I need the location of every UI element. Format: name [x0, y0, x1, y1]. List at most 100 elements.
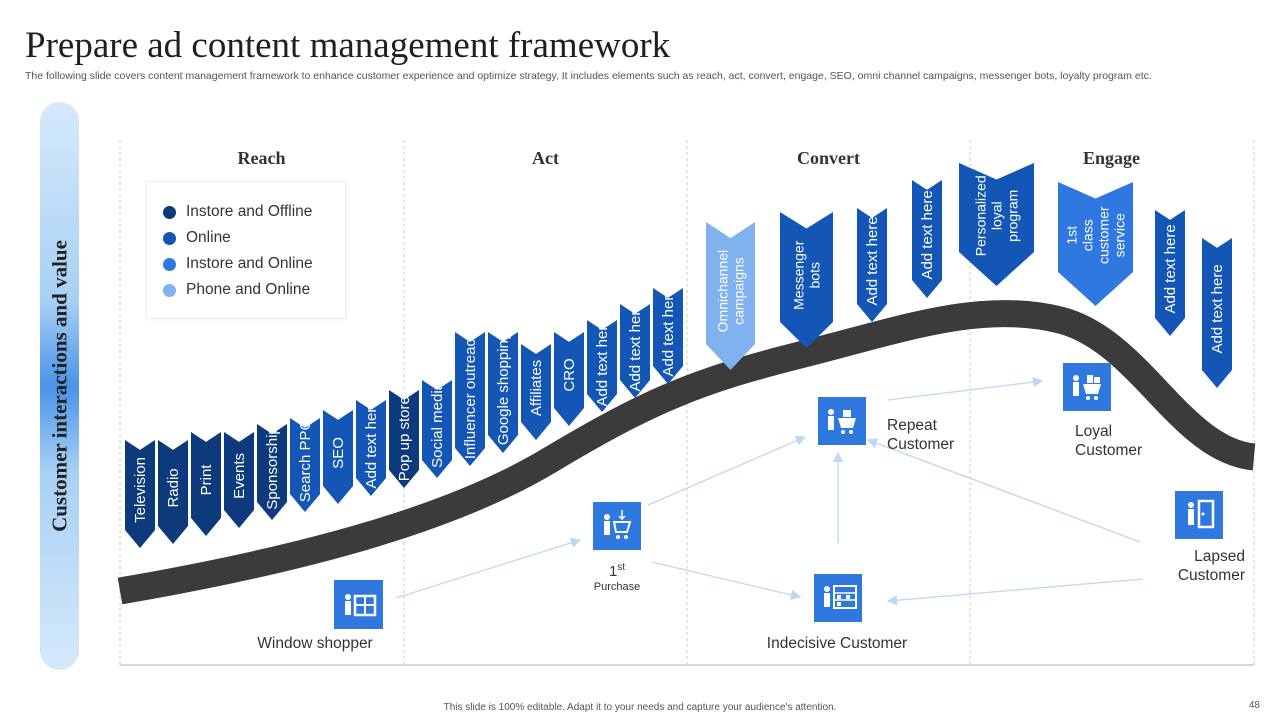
arrow-repeat-to-loyal — [887, 376, 1044, 401]
chevron-15: Add text here — [587, 317, 617, 412]
side-gradient-bar — [40, 102, 79, 670]
chevron-shape — [912, 180, 942, 298]
chevron-shape — [125, 440, 155, 548]
chevron-9: Pop up stores — [389, 389, 419, 488]
chevron-21: Add text here — [912, 180, 942, 298]
chevron-16: Add text here — [620, 302, 650, 398]
arrow-first-to-indecisive — [651, 561, 802, 600]
chevron-label: Radio — [165, 468, 182, 507]
lapsed-customer-label: Lapsed Customer — [1177, 548, 1245, 584]
repeat-customer-label: Repeat Customer — [887, 417, 955, 453]
chevron-8: Add text here — [356, 399, 386, 496]
legend-item: Instore and Online — [163, 254, 313, 274]
chevron-shape — [521, 344, 551, 440]
chevron-10: Social media — [422, 380, 452, 478]
legend-item: Online — [163, 228, 231, 248]
chevron-shape — [422, 380, 452, 478]
chevron-shape — [455, 332, 485, 466]
chevron-1: Television — [125, 440, 155, 548]
chevron-shape — [257, 424, 287, 520]
legend-box: Instore and Offline Online Instore and O… — [146, 181, 346, 319]
chevron-11: Influencer outreach — [455, 331, 485, 466]
first-purchase-icon — [593, 502, 641, 550]
chevron-label: Television — [132, 457, 149, 523]
chevron-label: Social media — [429, 381, 446, 468]
chevron-shape — [587, 320, 617, 412]
window-shopper-icon — [334, 580, 383, 629]
legend-label: Instore and Offline — [186, 203, 313, 220]
chevron-shape — [1058, 182, 1133, 306]
legend-dot — [163, 231, 176, 245]
chevron-13: Affiliates — [521, 344, 551, 440]
lapsed-customer-icon — [1175, 491, 1223, 539]
page-title: Prepare ad content management framework — [25, 25, 671, 66]
chevron-label: Add text here — [919, 190, 936, 279]
chevron-label: Personalizedloyalprogram — [973, 175, 1021, 256]
loyal-customer-label: Loyal Customer — [1075, 423, 1143, 459]
repeat-customer-icon — [818, 397, 866, 445]
legend-item: Phone and Online — [163, 280, 310, 300]
loyal-customer-icon — [1063, 363, 1111, 411]
chevron-label: Google shopping — [495, 332, 512, 445]
chevron-shape — [959, 163, 1034, 286]
chevron-24: Add text here — [1155, 210, 1185, 336]
arrow-lapsed-to-repeat — [866, 438, 1141, 543]
arrow-lapsed-to-indecisive — [886, 578, 1144, 606]
chevron-shape — [488, 332, 518, 453]
legend-dot — [163, 205, 176, 219]
indecisive-customer-icon — [814, 574, 862, 622]
chevron-25: Add text here — [1202, 238, 1232, 388]
chevron-label: CRO — [561, 358, 578, 391]
chevron-shape — [554, 332, 584, 426]
legend-dot — [163, 283, 176, 297]
chevron-12: Google shopping — [488, 332, 518, 453]
page-number: 48 — [1248, 700, 1260, 711]
chevron-label: Affiliates — [528, 360, 545, 416]
chevron-shape — [323, 410, 353, 504]
legend-item: Instore and Offline — [163, 202, 312, 222]
chevron-label: Influencer outreach — [462, 331, 479, 459]
chevron-shape — [1202, 238, 1232, 388]
chevron-shape — [706, 222, 755, 370]
chevron-shape — [620, 304, 650, 398]
chevron-22: Personalizedloyalprogram — [959, 163, 1034, 286]
first-purchase-label: 1st — [609, 558, 625, 581]
chevron-18: Omnichannelcampaigns — [706, 222, 755, 370]
legend-label: Online — [186, 229, 231, 246]
chevron-shape — [158, 440, 188, 544]
indecisive-customer-label: Indecisive Customer — [766, 635, 908, 652]
chevron-label: SEO — [330, 437, 347, 469]
chevron-23: 1stclasscustomerservice — [1058, 182, 1133, 306]
chevron-label: Add text here — [864, 216, 881, 305]
chevron-4: Events — [224, 432, 254, 528]
chevron-label: Add text here — [363, 399, 380, 488]
footer-note: This slide is 100% editable. Adapt it to… — [443, 702, 837, 713]
chevron-label: Add text here — [594, 317, 611, 406]
chevron-label: Pop up stores — [396, 389, 413, 482]
chevron-label: 1stclasscustomerservice — [1064, 206, 1128, 264]
chevron-label: Add text here — [660, 287, 677, 376]
chevron-label: Sponsorship — [264, 426, 281, 509]
chevron-shape — [1155, 210, 1185, 336]
chevron-label: Events — [231, 453, 248, 499]
chevron-label: Add text here — [1162, 224, 1179, 313]
chevron-14: CRO — [554, 332, 584, 426]
stage-engage: Engage — [1082, 148, 1140, 168]
first-purchase-number: 1st — [608, 562, 626, 580]
chevron-6: Search PPC — [290, 418, 320, 512]
legend-label: Phone and Online — [186, 281, 311, 298]
first-purchase-sublabel: Purchase — [593, 581, 641, 593]
chevron-label: Omnichannelcampaigns — [715, 250, 747, 333]
chevron-shape — [191, 432, 221, 536]
chevron-shape — [224, 432, 254, 528]
legend-label: Instore and Online — [186, 255, 313, 272]
chevron-20: Add text here — [857, 208, 887, 322]
window-shopper-label: Window shopper — [257, 635, 373, 652]
chevron-17: Add text here — [653, 287, 683, 384]
chevron-shape — [653, 288, 683, 384]
chevron-3: Print — [191, 432, 221, 536]
arrow-first-to-repeat — [647, 435, 807, 506]
chevron-5: Sponsorship — [257, 424, 287, 520]
chevron-shape — [780, 212, 833, 348]
